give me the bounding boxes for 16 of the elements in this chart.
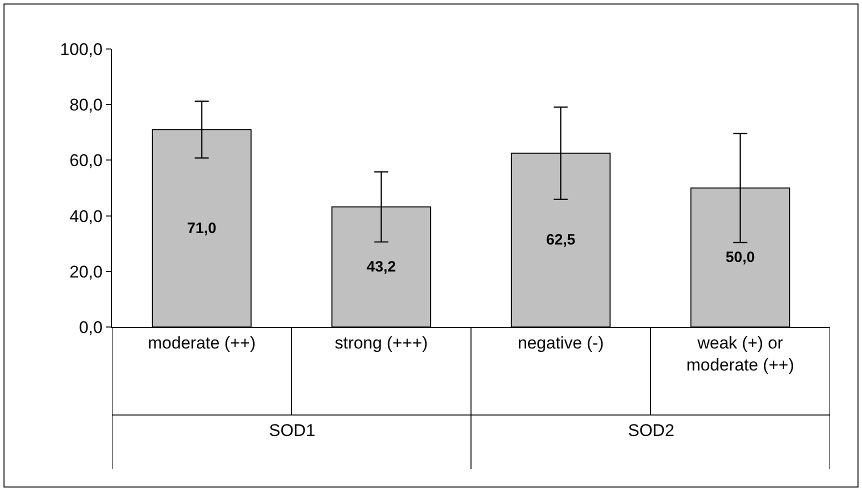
- x-tick-label: negative (-): [518, 333, 604, 352]
- y-tick-label: 80,0: [70, 96, 103, 115]
- y-tick-label: 20,0: [70, 262, 103, 282]
- text: SOD1: [269, 421, 316, 440]
- y-tick-label: 40,0: [70, 206, 103, 226]
- y-tick-label: 100,0: [60, 40, 103, 59]
- x-tick-label: moderate (++): [148, 333, 256, 352]
- x-tick-label: strong (+++): [334, 333, 428, 352]
- data-label: 62,5: [546, 232, 576, 249]
- data-label: 50,0: [726, 249, 755, 266]
- y-tick-label: 60,0: [70, 151, 103, 170]
- text: SOD2: [628, 421, 674, 440]
- x-tick-label: weak (+) or moderate (++): [686, 333, 794, 374]
- data-label: 43,2: [366, 258, 396, 276]
- data-label: 71,0: [187, 220, 216, 237]
- y-tick-label: 0,0: [78, 318, 103, 337]
